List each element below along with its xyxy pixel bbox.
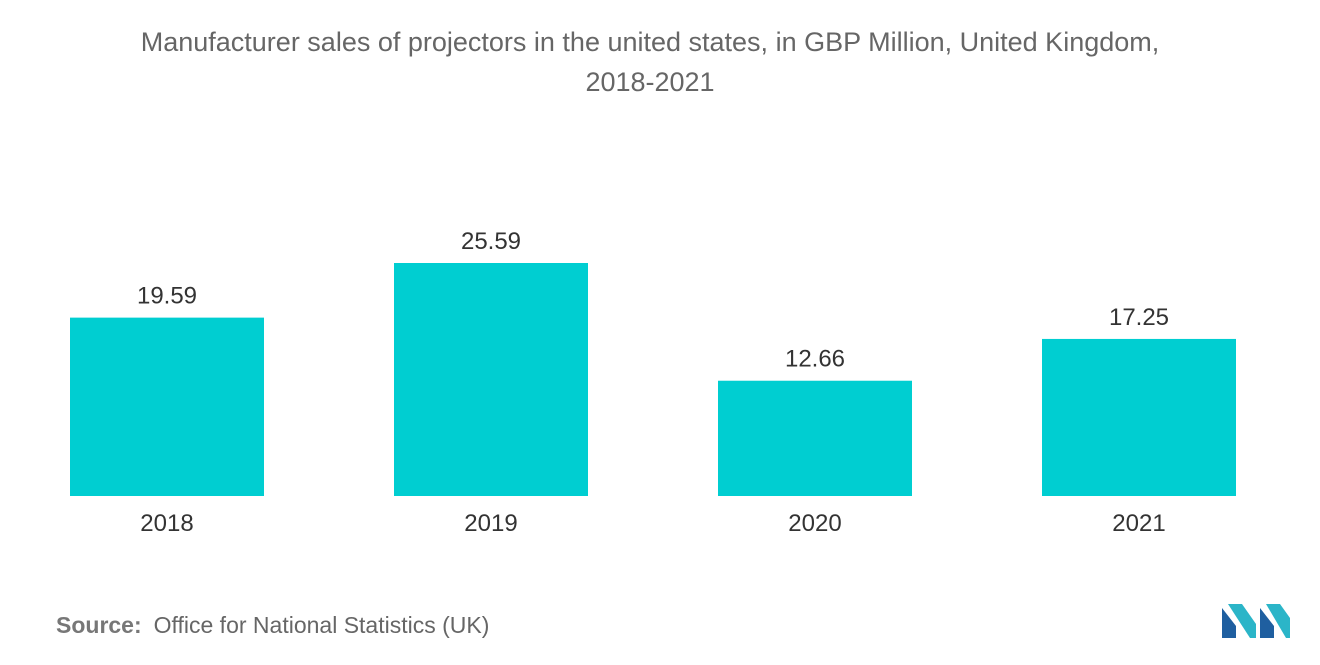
- bar-2021: [1042, 338, 1236, 496]
- x-tick-label-2019: 2019: [464, 510, 517, 537]
- logo-shape-3: [1260, 608, 1274, 638]
- chart-title-line-2: 2018-2021: [585, 67, 715, 97]
- bar-2019: [394, 263, 588, 496]
- chart-title-line-1: Manufacturer sales of projectors in the …: [140, 27, 1160, 57]
- value-label-2018: 19.59: [137, 283, 197, 310]
- value-label-2021: 17.25: [1109, 304, 1169, 331]
- value-label-2019: 25.59: [461, 228, 521, 255]
- value-labels-layer: 19.59 25.59 12.66 17.25: [137, 228, 1169, 373]
- mordor-intelligence-logo-icon: [1222, 604, 1290, 638]
- logo-shape-1: [1222, 608, 1236, 638]
- x-tick-labels-layer: 2018 2019 2020 2021: [140, 510, 1165, 537]
- logo-shape-2: [1228, 604, 1256, 638]
- bars-layer: [70, 263, 1236, 496]
- bar-2020: [718, 380, 912, 496]
- chart-title: Manufacturer sales of projectors in the …: [0, 22, 1300, 102]
- x-tick-label-2018: 2018: [140, 510, 193, 537]
- bar-2018: [70, 317, 264, 496]
- value-label-2020: 12.66: [785, 346, 845, 373]
- x-tick-label-2021: 2021: [1112, 510, 1165, 537]
- x-tick-label-2020: 2020: [788, 510, 841, 537]
- source-text: Office for National Statistics (UK): [153, 612, 490, 638]
- logo-shape-4: [1266, 604, 1290, 638]
- source-label: Source:: [56, 612, 142, 638]
- bar-chart: 19.59 25.59 12.66 17.25 2018 2019 2020 2021: [70, 228, 1236, 537]
- source-note: Source: Office for National Statistics (U…: [56, 612, 489, 639]
